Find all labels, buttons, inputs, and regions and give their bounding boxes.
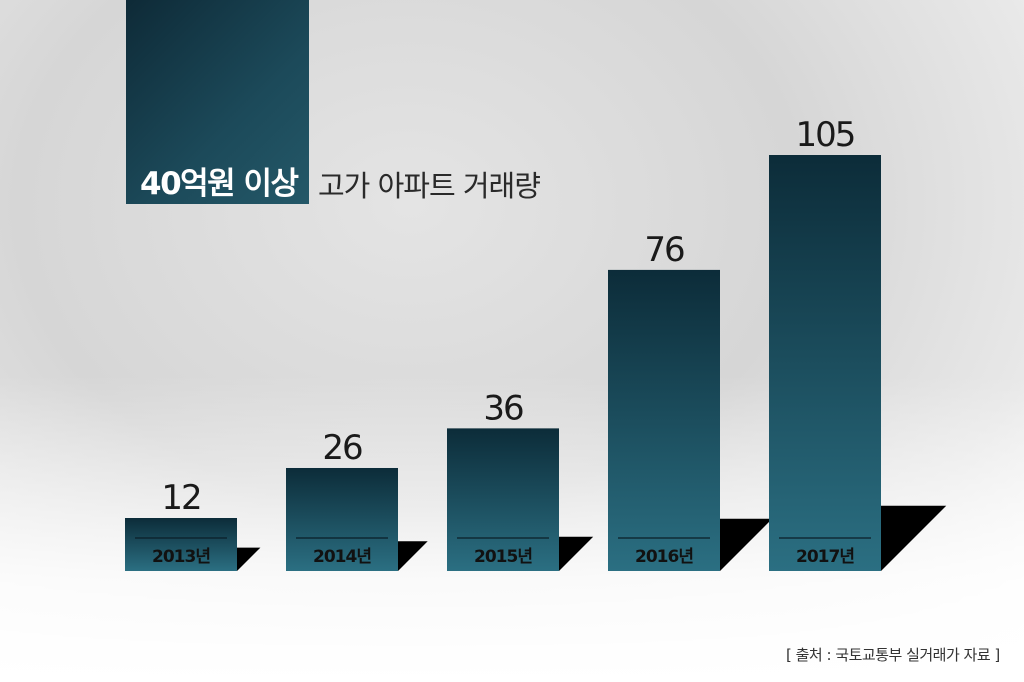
- bar-shadow: [720, 518, 773, 571]
- bar-shadow: [237, 547, 261, 571]
- value-label: 36: [483, 388, 523, 428]
- value-label: 26: [322, 428, 362, 468]
- chart-title-highlight: 40억원 이상: [140, 166, 299, 202]
- bar-2017년: [769, 155, 881, 571]
- bar-2013년: [125, 518, 237, 571]
- category-label: 2015년: [474, 547, 532, 567]
- bar-2015년: [447, 428, 559, 571]
- bar-shadow: [398, 541, 428, 571]
- title-block: [126, 0, 309, 204]
- bar-shadow: [881, 505, 947, 571]
- bars-group: 2013년 12 2014년 26 2015년 36 2016년 76 2017년 105: [125, 115, 947, 571]
- category-label: 2017년: [796, 547, 854, 567]
- source-note: [ 출처 : 국토교통부 실거래가 자료 ]: [786, 646, 1000, 664]
- bar-2016년: [608, 269, 720, 571]
- category-label: 2014년: [313, 547, 371, 567]
- value-label: 12: [161, 478, 200, 518]
- chart-title: 고가 아파트 거래량: [318, 169, 541, 203]
- value-label: 105: [796, 115, 855, 155]
- category-label: 2016년: [635, 547, 693, 567]
- bar-2014년: [286, 467, 398, 571]
- category-label: 2013년: [152, 547, 210, 567]
- bar-shadow: [559, 536, 594, 571]
- value-label: 76: [644, 230, 684, 270]
